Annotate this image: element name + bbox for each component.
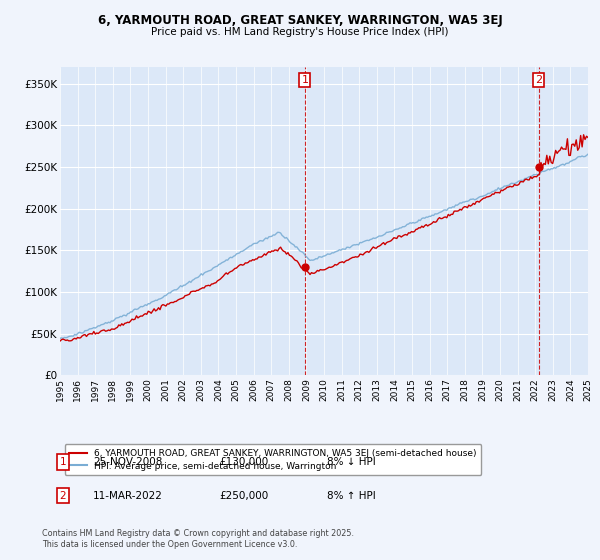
Text: Contains HM Land Registry data © Crown copyright and database right 2025.
This d: Contains HM Land Registry data © Crown c… [42,529,354,549]
Text: £250,000: £250,000 [219,491,268,501]
Text: 6, YARMOUTH ROAD, GREAT SANKEY, WARRINGTON, WA5 3EJ: 6, YARMOUTH ROAD, GREAT SANKEY, WARRINGT… [98,14,502,27]
Text: 2: 2 [535,75,542,85]
Text: 25-NOV-2008: 25-NOV-2008 [93,457,163,467]
Text: 2: 2 [59,491,67,501]
Text: 8% ↓ HPI: 8% ↓ HPI [327,457,376,467]
Text: 1: 1 [59,457,67,467]
Text: 1: 1 [301,75,308,85]
Text: 8% ↑ HPI: 8% ↑ HPI [327,491,376,501]
Text: 11-MAR-2022: 11-MAR-2022 [93,491,163,501]
Text: £130,000: £130,000 [219,457,268,467]
Legend: 6, YARMOUTH ROAD, GREAT SANKEY, WARRINGTON, WA5 3EJ (semi-detached house), HPI: : 6, YARMOUTH ROAD, GREAT SANKEY, WARRINGT… [65,445,481,475]
Text: Price paid vs. HM Land Registry's House Price Index (HPI): Price paid vs. HM Land Registry's House … [151,27,449,37]
